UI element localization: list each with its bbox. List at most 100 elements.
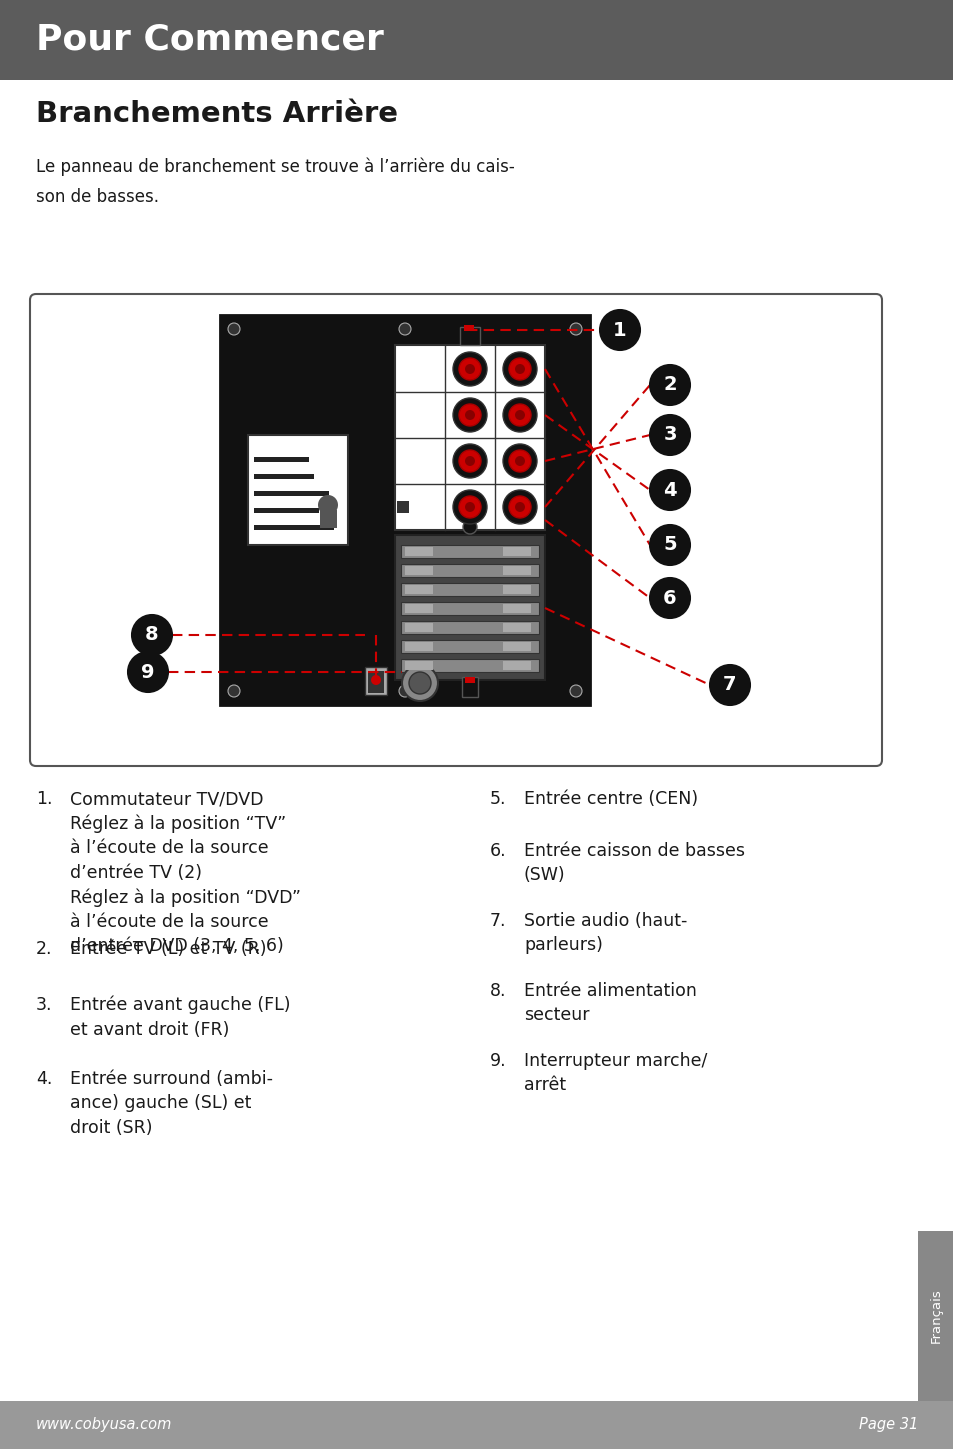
Bar [400,545,538,558]
Text: 1: 1 [613,320,626,339]
Circle shape [462,520,476,535]
Bar [395,535,544,680]
Bar [405,642,433,651]
Circle shape [649,469,689,510]
Text: 8: 8 [145,626,158,645]
Bar [400,582,538,596]
Circle shape [464,364,475,374]
Circle shape [502,490,537,525]
Text: 9.: 9. [490,1052,506,1069]
Text: Commutateur TV/DVD
Réglez à la position “TV”
à l’écoute de la source
d’entrée TV: Commutateur TV/DVD Réglez à la position … [70,790,301,955]
Text: 4.: 4. [36,1069,52,1088]
Bar [461,677,477,697]
Bar [400,622,538,635]
Bar [405,623,433,632]
Text: 6: 6 [662,588,676,607]
Bar [405,661,433,669]
Circle shape [132,614,172,655]
Circle shape [515,456,524,467]
Circle shape [398,685,411,697]
Circle shape [502,398,537,432]
Text: 3.: 3. [36,995,52,1014]
Bar [365,667,387,696]
Bar [400,659,538,672]
Text: Entrée surround (ambi-
ance) gauche (SL) et
droit (SR): Entrée surround (ambi- ance) gauche (SL)… [70,1069,273,1136]
Text: 9: 9 [141,662,154,681]
Text: Branchements Arrière: Branchements Arrière [36,100,397,128]
Circle shape [599,310,639,351]
Bar [502,585,531,594]
Text: Le panneau de branchement se trouve à l’arrière du cais-: Le panneau de branchement se trouve à l’… [36,158,515,177]
Circle shape [458,451,480,472]
Bar [502,604,531,613]
Bar [502,661,531,669]
Bar [248,435,348,545]
Bar [396,501,409,513]
Circle shape [649,365,689,406]
Text: 5.: 5. [490,790,506,809]
Bar [463,325,474,330]
Circle shape [515,364,524,374]
Bar [253,456,309,462]
Circle shape [453,490,486,525]
Text: 7: 7 [722,675,736,694]
Circle shape [317,496,337,514]
Text: 8.: 8. [490,982,506,1000]
Circle shape [515,410,524,420]
Bar [368,671,384,693]
Circle shape [295,496,304,504]
Bar [220,314,589,706]
Text: 2.: 2. [36,940,52,958]
Bar [502,567,531,575]
Circle shape [464,410,475,420]
Circle shape [409,672,431,694]
Text: Sortie audio (haut-
parleurs): Sortie audio (haut- parleurs) [523,911,687,955]
Text: Entrée avant gauche (FL)
et avant droit (FR): Entrée avant gauche (FL) et avant droit … [70,995,291,1039]
Text: 1.: 1. [36,790,52,809]
Text: Pour Commencer: Pour Commencer [36,23,383,57]
Bar [253,509,318,513]
Text: Page 31: Page 31 [858,1417,917,1433]
Circle shape [453,443,486,478]
Bar [400,640,538,653]
Text: 4: 4 [662,481,676,500]
Bar [405,567,433,575]
Text: Entrée alimentation
secteur: Entrée alimentation secteur [523,982,696,1024]
Bar [253,474,314,480]
Text: Entrée caisson de basses
(SW): Entrée caisson de basses (SW) [523,842,744,884]
Circle shape [228,685,240,697]
Circle shape [228,323,240,335]
Text: 7.: 7. [490,911,506,930]
Text: 5: 5 [662,536,676,555]
Circle shape [458,496,480,517]
Bar [400,564,538,577]
Circle shape [464,501,475,511]
Circle shape [649,525,689,565]
Circle shape [502,352,537,385]
Bar [464,677,475,682]
Circle shape [453,352,486,385]
Text: Interrupteur marche/
arrêt: Interrupteur marche/ arrêt [523,1052,706,1094]
Bar [502,642,531,651]
Circle shape [401,665,437,701]
Text: www.cobyusa.com: www.cobyusa.com [36,1417,172,1433]
Bar [405,548,433,556]
Text: 2: 2 [662,375,676,394]
Circle shape [649,578,689,619]
Circle shape [453,398,486,432]
Circle shape [509,496,531,517]
Circle shape [464,456,475,467]
Circle shape [649,414,689,455]
Bar [0,0,953,80]
Text: Entrée centre (CEN): Entrée centre (CEN) [523,790,698,809]
Text: Entrée TV (L) et TV (R): Entrée TV (L) et TV (R) [70,940,266,958]
Circle shape [509,451,531,472]
Circle shape [569,685,581,697]
Text: son de basses.: son de basses. [36,188,159,206]
Text: Français: Français [928,1288,942,1343]
Bar [405,604,433,613]
Circle shape [709,665,749,706]
Bar [502,548,531,556]
Text: 3: 3 [662,426,676,445]
Text: 6.: 6. [490,842,506,861]
